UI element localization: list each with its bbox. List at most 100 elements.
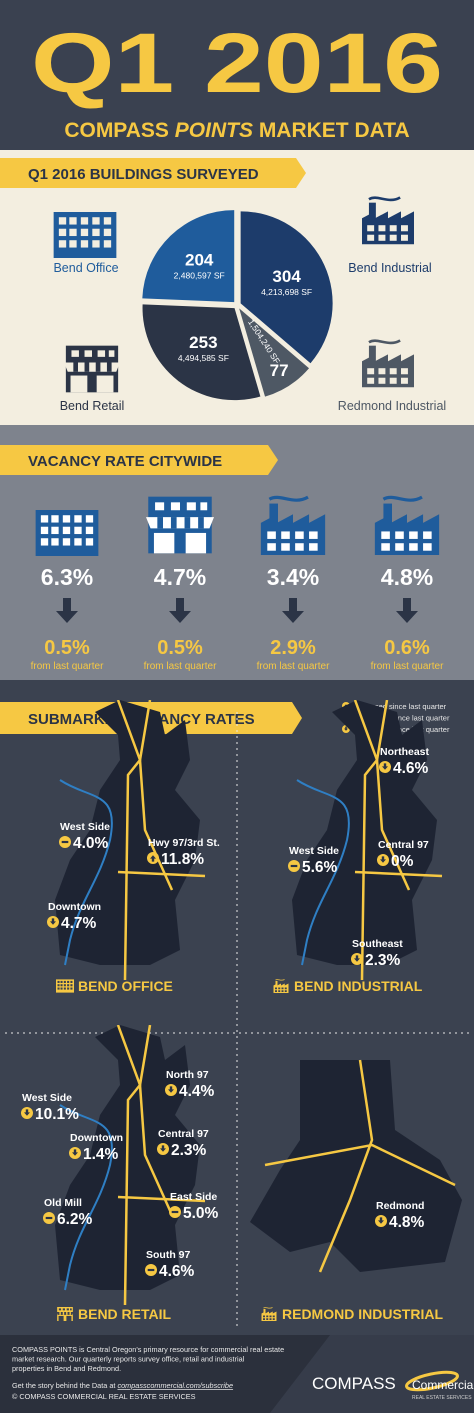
category-label: Bend Office (53, 261, 118, 275)
icon (56, 1307, 74, 1321)
area-rate: 4.6% (159, 1263, 195, 1280)
vacancy-note: from last quarter (371, 661, 444, 672)
trend-arrow (381, 763, 388, 770)
trend-arrow (160, 1145, 166, 1152)
subtitle: COMPASS POINTS MARKET DATA (64, 119, 409, 142)
header-bg (0, 0, 474, 150)
trend-arrow (168, 1086, 174, 1093)
section-banner (0, 158, 306, 188)
area-name: Central 97 (158, 1128, 209, 1140)
down-arrow (396, 598, 418, 623)
footer-accent (270, 1335, 474, 1413)
trend-arrow (353, 955, 360, 962)
pie-slice (240, 211, 333, 364)
area-rate: 10.1% (35, 1106, 79, 1123)
map-caption: BEND INDUSTRIAL (294, 978, 423, 994)
trend-arrow (377, 1217, 384, 1224)
area-rate: 4.6% (393, 760, 429, 777)
footer-cta: Get the story behind the Data at compass… (12, 1381, 233, 1390)
cta-link: compasscommercial.com/subscribe (117, 1381, 233, 1390)
icon (146, 496, 214, 554)
footer-line: market research. Our quarterly reports s… (12, 1355, 245, 1364)
vacancy-rate: 4.7% (154, 564, 206, 590)
area-name: Downtown (48, 901, 101, 913)
trend-dash (171, 1210, 179, 1214)
area-rate: 11.8% (161, 851, 204, 868)
area-rate: 4.7% (61, 915, 97, 932)
down-arrow (169, 598, 191, 623)
area-name: South 97 (146, 1249, 190, 1261)
trend-dash (147, 1268, 155, 1272)
area-name: Northeast (380, 746, 430, 758)
footer-line: COMPASS POINTS is Central Oregon's prima… (12, 1345, 284, 1354)
map-caption: REDMOND INDUSTRIAL (282, 1306, 443, 1322)
vacancy-items: 6.3% 0.5% from last quarter 4.7% 0.5% from la… (31, 495, 444, 672)
logo: COMPASS (312, 1374, 396, 1393)
map-labels: BEND OFFICE West Side 4.0% Hwy 97/3rd St. 11… (21, 746, 443, 1322)
vacancy-note: from last quarter (257, 661, 330, 672)
legend-label: Decreased since last quarter (354, 725, 450, 734)
icon (64, 345, 120, 393)
logo-sub: REAL ESTATE SERVICES (412, 1395, 472, 1401)
trend-arrow (72, 1149, 79, 1156)
area-rate: 4.0% (73, 835, 109, 852)
vacancy-change: 0.5% (44, 637, 90, 659)
trend-arrow (150, 855, 156, 862)
section-banner (0, 445, 278, 475)
slice-count: 204 (185, 251, 214, 270)
vacancy-change: 0.6% (384, 637, 430, 659)
area-name: Downtown (70, 1132, 123, 1144)
legend-label: No change since last quarter (354, 714, 450, 723)
area-name: West Side (60, 821, 110, 833)
down-arrow (282, 598, 304, 623)
area-name: Old Mill (44, 1197, 82, 1209)
area-name: Hwy 97/3rd St. (148, 837, 220, 849)
area-name: Redmond (376, 1200, 424, 1212)
area-rate: 4.8% (389, 1214, 425, 1231)
cta-text: Get the story behind the Data at (12, 1381, 115, 1390)
map-caption: BEND RETAIL (78, 1306, 172, 1322)
subtitle-part: POINTS (175, 119, 253, 142)
trend-arrow (50, 918, 56, 925)
legend-label: Increased since last quarter (354, 702, 447, 711)
area-name: North 97 (166, 1069, 209, 1081)
slice-count: 77 (270, 361, 289, 380)
subtitle-part: MARKET DATA (259, 119, 410, 142)
vacancy-note: from last quarter (31, 661, 104, 672)
footer-text: COMPASS POINTS is Central Oregon's prima… (12, 1345, 284, 1401)
area-rate: 5.0% (183, 1205, 219, 1222)
category-label: Bend Retail (60, 399, 125, 413)
vacancy-rate: 4.8% (381, 564, 433, 590)
area-name: Central 97 (378, 839, 429, 851)
area-rate: 4.4% (179, 1083, 215, 1100)
area-name: Southeast (352, 938, 403, 950)
trend-dash (45, 1216, 53, 1220)
area-rate: 2.3% (171, 1142, 207, 1159)
slice-count: 253 (189, 333, 217, 352)
area-name: East Side (170, 1191, 217, 1203)
slice-sf: 4,494,585 SF (178, 353, 229, 363)
trend-dash (61, 840, 69, 844)
map-caption: BEND OFFICE (78, 978, 173, 994)
area-rate: 1.4% (83, 1146, 119, 1163)
area-rate: 6.2% (57, 1211, 93, 1228)
vacancy-change: 2.9% (270, 637, 316, 659)
logo-swoosh (405, 1370, 459, 1392)
vacancy-rate: 3.4% (267, 564, 319, 590)
title: Q1 2016 (31, 16, 443, 110)
slice-sf: 2,480,597 SF (174, 271, 225, 281)
area-name: West Side (289, 845, 339, 857)
icon (35, 510, 99, 556)
trend-dash (290, 864, 298, 868)
section-title: Q1 2016 BUILDINGS SURVEYED (28, 166, 259, 183)
subtitle-part: COMPASS (64, 119, 169, 142)
icon (56, 979, 74, 993)
area-name: West Side (22, 1092, 72, 1104)
icon (53, 212, 117, 258)
category-label: Redmond Industrial (338, 399, 446, 413)
down-arrow (56, 598, 78, 623)
pie-slice (239, 308, 310, 397)
vacancy-change: 0.5% (157, 637, 203, 659)
